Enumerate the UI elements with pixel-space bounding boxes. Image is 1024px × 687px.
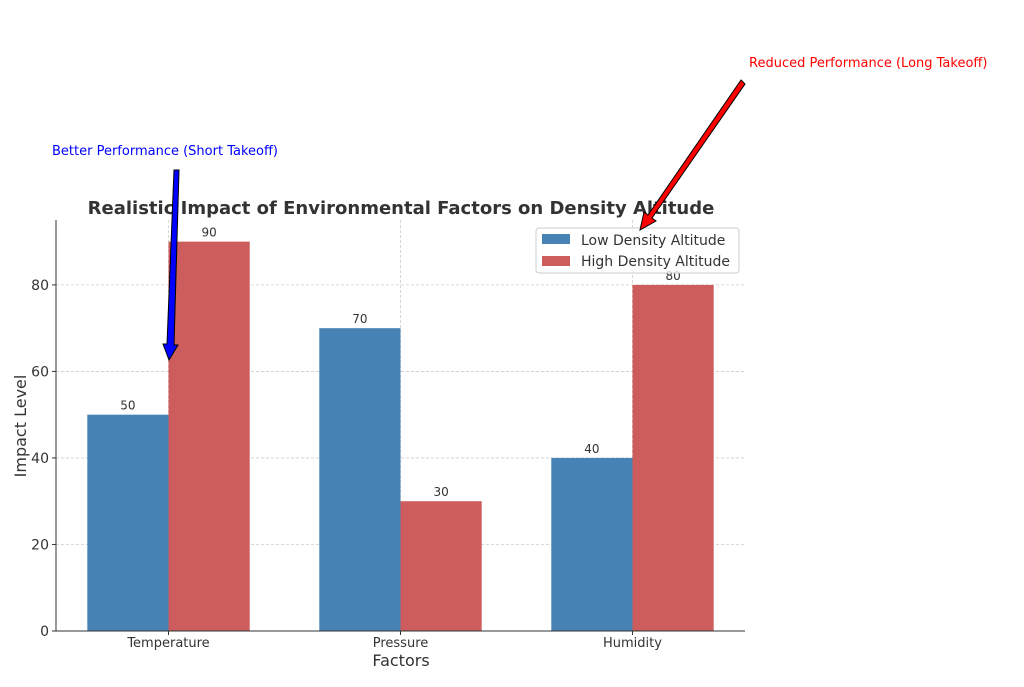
- bar-high: [400, 501, 482, 631]
- y-tick-label: 20: [31, 537, 49, 553]
- legend-swatch-high: [542, 256, 570, 266]
- x-tick-label: Pressure: [373, 636, 429, 651]
- x-axis-label: Factors: [372, 651, 429, 670]
- annotation-text-reduced: Reduced Performance (Long Takeoff): [749, 56, 987, 71]
- bar-low: [87, 414, 169, 631]
- y-tick-label: 80: [31, 278, 49, 294]
- arrow-icon: [162, 169, 180, 362]
- x-tick-label: Humidity: [603, 636, 662, 651]
- y-axis-label: Impact Level: [11, 375, 30, 478]
- ticks: 0 20 40 60 80 Temperature Pressure Humidity: [31, 278, 662, 651]
- bar-value-label: 70: [352, 312, 367, 326]
- bar-high: [632, 284, 714, 631]
- bar-value-label: 50: [120, 399, 135, 413]
- legend-box: [535, 227, 740, 274]
- bar-value-label: 30: [433, 485, 448, 499]
- y-tick-label: 40: [31, 451, 49, 467]
- legend-label-low: Low Density Altitude: [581, 233, 725, 249]
- annotation-text-better: Better Performance (Short Takeoff): [52, 144, 278, 159]
- legend: Low Density Altitude High Density Altitu…: [535, 227, 740, 274]
- bar-high: [168, 241, 250, 631]
- y-tick-label: 0: [40, 624, 49, 640]
- bar-value-label: 90: [201, 226, 216, 240]
- bar-value-label: 40: [584, 442, 599, 456]
- chart-title: Realistic Impact of Environmental Factor…: [88, 198, 715, 219]
- annotation-reduced: Reduced Performance (Long Takeoff): [639, 56, 987, 231]
- bar-low: [551, 457, 633, 631]
- arrow-icon: [639, 79, 746, 231]
- x-tick-label: Temperature: [126, 636, 209, 651]
- bars: [87, 241, 714, 631]
- bar-low: [319, 328, 401, 631]
- legend-label-high: High Density Altitude: [581, 254, 730, 270]
- y-tick-label: 60: [31, 364, 49, 380]
- annotation-better: Better Performance (Short Takeoff): [52, 144, 278, 362]
- legend-swatch-low: [542, 234, 570, 244]
